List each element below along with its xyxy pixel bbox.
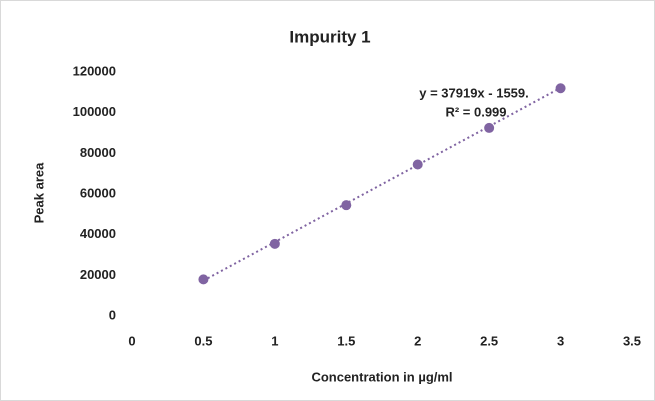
x-tick-label: 2.5: [480, 333, 498, 348]
y-tick-label: 80000: [80, 145, 116, 160]
x-tick-label: 2: [414, 333, 421, 348]
x-tick-label: 0.5: [194, 333, 212, 348]
x-tick-label: 3: [557, 333, 564, 348]
y-tick-label: 100000: [73, 104, 116, 119]
x-tick-label: 3.5: [623, 333, 641, 348]
chart-title: Impurity 1: [289, 27, 370, 46]
y-tick-label: 120000: [73, 63, 116, 78]
y-tick-label: 0: [109, 307, 116, 322]
trendline-equation: y = 37919x - 1559.: [419, 85, 529, 100]
trendline-r2: R² = 0.999: [445, 104, 506, 119]
point: [412, 159, 423, 170]
x-tick-label: 0: [128, 333, 135, 348]
y-axis-label: Peak area: [31, 162, 46, 223]
point: [341, 200, 352, 211]
x-tick-label: 1.5: [337, 333, 355, 348]
point: [484, 122, 495, 133]
y-tick-label: 20000: [80, 267, 116, 282]
x-axis-label: Concentration in µg/ml: [311, 369, 452, 384]
point: [198, 274, 209, 285]
x-tick-label: 1: [271, 333, 278, 348]
y-tick-label: 40000: [80, 226, 116, 241]
y-tick-label: 60000: [80, 185, 116, 200]
point: [555, 83, 566, 94]
point: [269, 238, 280, 249]
